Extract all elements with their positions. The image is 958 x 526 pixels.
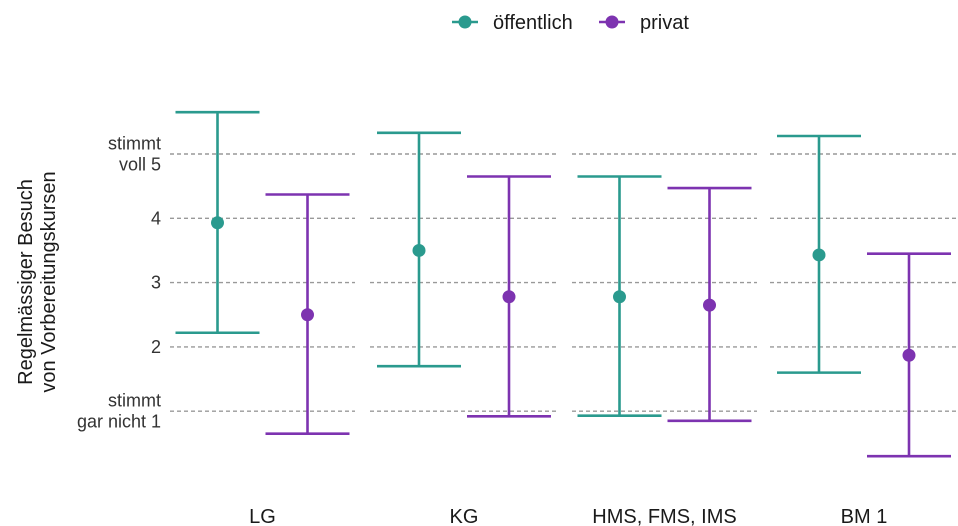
grid-lines bbox=[170, 153, 958, 412]
x-tick-label: LG bbox=[249, 506, 276, 526]
mean-point bbox=[301, 308, 314, 322]
mean-point bbox=[502, 290, 516, 304]
x-tick-label: HMS, FMS, IMS bbox=[592, 506, 736, 526]
legend: öffentlich privat bbox=[452, 12, 689, 34]
y-tick-labels: stimmt voll 5 4 3 2 stimmt gar nicht 1 bbox=[77, 134, 161, 432]
mean-point bbox=[211, 216, 224, 230]
x-tick-labels: LG KG HMS, FMS, IMS BM 1 bbox=[249, 506, 887, 526]
mean-point bbox=[613, 290, 626, 304]
y-axis-title: Regelmässiger Besuchvon Vorbereitungskur… bbox=[15, 171, 60, 392]
mean-point bbox=[902, 348, 916, 362]
legend-label: privat bbox=[640, 12, 689, 34]
y-tick-label: 2 bbox=[151, 337, 161, 357]
legend-key-point bbox=[605, 15, 619, 29]
y-tick-label: 3 bbox=[151, 273, 161, 293]
mean-point bbox=[812, 248, 826, 262]
y-tick-label: 4 bbox=[151, 208, 161, 228]
mean-point bbox=[703, 298, 716, 312]
mean-point bbox=[412, 243, 426, 257]
legend-key-point bbox=[458, 15, 472, 29]
legend-label: öffentlich bbox=[493, 12, 573, 34]
series-layer bbox=[175, 110, 951, 458]
x-tick-label: BM 1 bbox=[841, 506, 888, 526]
x-tick-label: KG bbox=[450, 506, 479, 526]
y-tick-label: stimmt voll 5 bbox=[108, 134, 161, 175]
y-tick-label: stimmt gar nicht 1 bbox=[77, 391, 161, 432]
